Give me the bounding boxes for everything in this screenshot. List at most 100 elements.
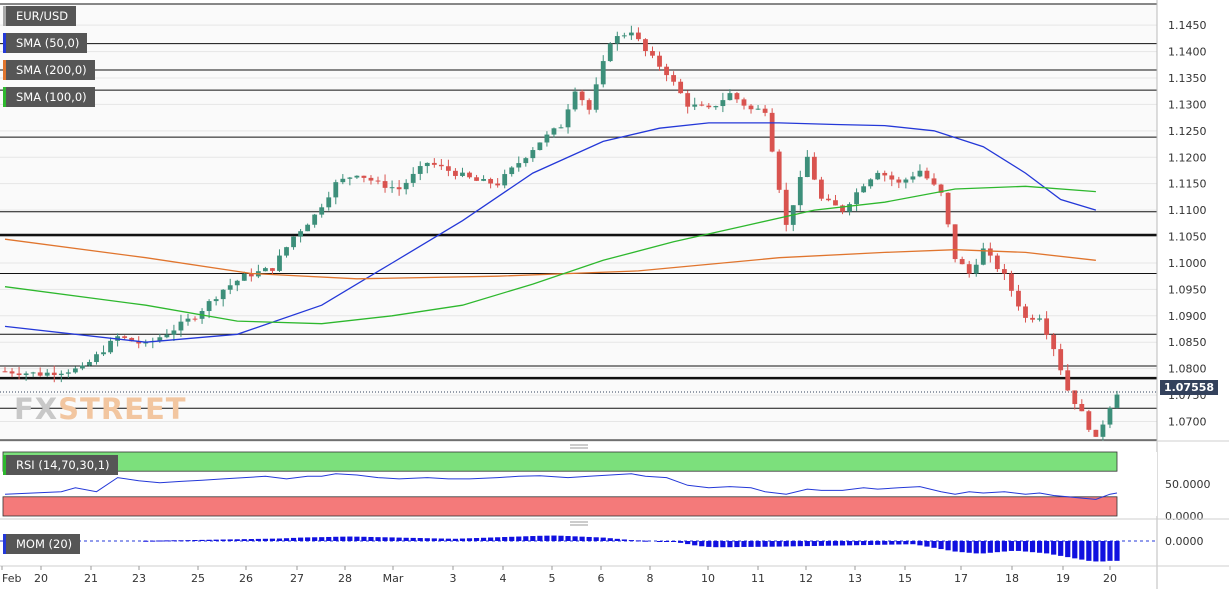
- mom-bar: [748, 541, 754, 547]
- rsi-overbought-zone: [2, 451, 1118, 472]
- candle-body: [263, 268, 268, 272]
- mom-bar: [248, 539, 254, 541]
- sma100-tag[interactable]: SMA (100,0): [3, 87, 95, 107]
- candle-body: [502, 174, 508, 186]
- candle-body: [80, 365, 85, 369]
- candle-body: [748, 105, 754, 110]
- mom-bar: [424, 538, 430, 541]
- mom-bar: [734, 541, 740, 548]
- mom-bar: [319, 537, 325, 541]
- candle-body: [804, 156, 810, 178]
- mom-bar: [678, 541, 684, 543]
- candle-body: [931, 178, 937, 185]
- mom-bar: [600, 537, 606, 541]
- candle-body: [157, 337, 163, 341]
- mom-bar: [276, 538, 283, 541]
- candle-body: [1030, 317, 1035, 320]
- candle-body: [762, 108, 768, 113]
- mom-tag[interactable]: MOM (20): [3, 534, 81, 554]
- candle-body: [396, 187, 402, 190]
- x-tick-label: 11: [751, 572, 765, 585]
- candle-body: [1044, 318, 1050, 335]
- candle-body: [579, 91, 585, 101]
- mom-bar: [565, 536, 571, 541]
- mom-bar: [586, 536, 592, 541]
- mom-bar: [839, 541, 846, 546]
- mom-bar: [994, 541, 1000, 553]
- mom-bar: [875, 541, 881, 545]
- mom-bar: [396, 537, 402, 541]
- mom-bar: [459, 538, 466, 541]
- candle-body: [460, 172, 465, 176]
- mom-bar: [832, 541, 839, 546]
- candle-body: [284, 247, 289, 256]
- mom-bar: [445, 538, 451, 541]
- candle-body: [389, 187, 395, 189]
- x-tick-label: 21: [84, 572, 98, 585]
- mom-bar: [1058, 541, 1064, 556]
- candle-body: [474, 177, 479, 181]
- candle-body: [734, 93, 740, 100]
- mom-bar: [1036, 541, 1043, 553]
- mom-bar: [987, 541, 993, 553]
- candle-body: [424, 162, 430, 167]
- mom-bar: [945, 541, 951, 551]
- price-tick-label: 1.1150: [1168, 178, 1207, 191]
- price-tick-label: 1.0700: [1168, 416, 1207, 429]
- mom-bar: [755, 541, 761, 547]
- candle-body: [375, 180, 381, 182]
- candle-body: [488, 179, 494, 184]
- x-tick-label: 23: [132, 572, 146, 585]
- candle-body: [178, 321, 184, 331]
- mom-bar: [340, 536, 346, 541]
- mom-bar: [853, 541, 860, 546]
- candle-body: [952, 224, 958, 260]
- mom-bar: [846, 541, 853, 546]
- candle-body: [277, 255, 282, 271]
- candle-body: [417, 166, 423, 174]
- candle-body: [882, 172, 888, 176]
- x-tick-label: 15: [898, 572, 912, 585]
- candle-body: [811, 156, 817, 180]
- candle-body: [241, 273, 247, 281]
- mom-bar: [516, 536, 522, 541]
- candle-body: [9, 371, 15, 374]
- mom-bar: [473, 538, 480, 541]
- mom-bar: [959, 541, 965, 553]
- price-tick-label: 1.1300: [1168, 98, 1207, 111]
- mom-bar: [896, 541, 902, 545]
- mom-bar: [685, 541, 691, 545]
- sma-line: [4, 238, 1096, 280]
- candle-body: [537, 142, 543, 151]
- candle-body: [706, 105, 712, 108]
- candle-body: [847, 204, 852, 212]
- mom-bar: [1107, 541, 1113, 561]
- mom-bar: [1001, 541, 1007, 552]
- price-tick-label: 1.0900: [1168, 310, 1207, 323]
- candle-body: [495, 183, 501, 186]
- candle-body: [171, 330, 177, 335]
- price-tick-label: 1.1250: [1168, 125, 1207, 138]
- sma200-tag[interactable]: SMA (200,0): [3, 60, 95, 80]
- candle-body: [65, 372, 71, 374]
- sma50-tag[interactable]: SMA (50,0): [3, 33, 88, 53]
- candle-body: [854, 192, 859, 205]
- price-tick-label: 1.0800: [1168, 363, 1207, 376]
- mom-bar: [375, 537, 381, 541]
- candle-body: [1009, 273, 1014, 291]
- mom-bar: [938, 541, 944, 550]
- mom-bar: [579, 536, 585, 541]
- mom-bar: [537, 535, 543, 541]
- mom-bar: [389, 537, 395, 541]
- mom-bar: [790, 541, 796, 547]
- candle-body: [1065, 370, 1071, 391]
- mom-bar: [882, 541, 888, 545]
- mom-bar: [663, 541, 670, 542]
- candle-body: [1093, 429, 1099, 437]
- rsi-tag[interactable]: RSI (14,70,30,1): [3, 455, 118, 475]
- mom-bar: [628, 540, 634, 542]
- mom-bar: [143, 540, 149, 542]
- mom-bar: [931, 541, 937, 548]
- symbol-tag[interactable]: EUR/USD: [3, 6, 77, 26]
- mom-bar: [783, 541, 789, 547]
